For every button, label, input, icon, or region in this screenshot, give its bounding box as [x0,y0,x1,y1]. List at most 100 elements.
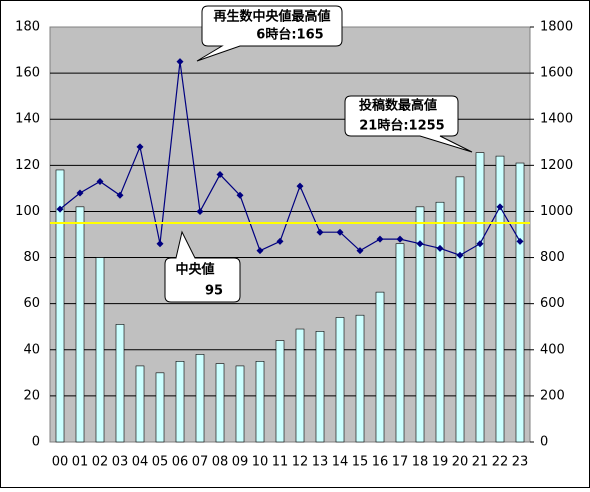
marker [156,240,164,248]
bar [495,155,505,443]
marker [276,237,284,245]
x-tick-label: 06 [172,455,189,470]
x-tick-label: 18 [412,455,429,470]
marker [76,189,84,197]
bar [195,354,205,443]
y2-tick-label: 400 [540,342,565,357]
callout-shape [344,95,473,153]
y-tick-label: 20 [23,388,40,403]
y-tick-label: 100 [15,204,40,219]
callout: 再生数中央値最高値 6時台:165 [196,5,343,62]
y-tick-label: 180 [15,20,40,35]
y2-tick-label: 200 [540,388,565,403]
marker [136,143,144,151]
x-tick-label: 22 [492,455,509,470]
marker [56,205,64,213]
bar [515,162,525,443]
x-tick-label: 04 [132,455,149,470]
marker [176,58,184,66]
bar [155,372,165,443]
x-tick-label: 05 [152,455,169,470]
x-tick-label: 03 [112,455,129,470]
marker [376,235,384,243]
bar [415,206,425,443]
line [59,61,521,256]
bar [115,324,125,443]
annotation-text: 6時台:165 [256,27,323,43]
marker [116,191,124,199]
marker [396,235,404,243]
bar [55,169,65,443]
bar [315,331,325,443]
bar [135,365,145,443]
bar [395,243,405,443]
x-tick-label: 14 [332,455,349,470]
x-tick-label: 20 [452,455,469,470]
callout-shape [196,5,343,62]
marker [336,228,344,236]
y-tick-label: 140 [15,112,40,127]
x-tick-label: 13 [312,455,329,470]
marker [476,240,484,248]
y-tick-label: 40 [23,342,40,357]
bar [295,328,305,443]
x-tick-label: 00 [52,455,69,470]
x-tick-label: 07 [192,455,209,470]
x-tick-label: 09 [232,455,249,470]
x-tick-label: 11 [272,455,289,470]
annotation-text: 投稿数最高値 [359,98,437,114]
bar [455,176,465,443]
marker [196,207,204,215]
marker [456,251,464,259]
x-tick-label: 08 [212,455,229,470]
bar [435,201,445,443]
x-tick-label: 02 [92,455,109,470]
bar [475,152,485,443]
marker [216,171,224,179]
y2-tick-label: 1400 [540,112,573,127]
marker [316,228,324,236]
y2-tick-label: 600 [540,296,565,311]
y2-tick-label: 800 [540,250,565,265]
x-tick-label: 23 [512,455,529,470]
marker [496,203,504,211]
y-tick-label: 60 [23,296,40,311]
marker [256,247,264,255]
y-tick-label: 80 [23,250,40,265]
y-tick-label: 0 [32,435,40,450]
y2-tick-label: 1200 [540,158,573,173]
callout: 中央値 95 [164,230,241,303]
annotation-text: 95 [205,284,223,299]
bar [375,291,385,443]
x-tick-label: 01 [72,455,89,470]
marker [416,240,424,248]
marker [296,182,304,190]
y2-tick-label: 1600 [540,66,573,81]
x-tick-label: 10 [252,455,269,470]
x-tick-label: 12 [292,455,309,470]
bar [215,363,225,443]
y2-tick-label: 1000 [540,204,573,219]
x-tick-label: 19 [432,455,449,470]
y-tick-label: 160 [15,66,40,81]
y2-tick-label: 1800 [540,20,573,35]
x-tick-label: 21 [472,455,489,470]
x-tick-label: 17 [392,455,409,470]
bar [95,257,105,443]
bar [335,317,345,443]
annotation-text: 再生数中央値最高値 [213,9,330,25]
bar [255,361,265,443]
bar [235,365,245,443]
y-tick-label: 120 [15,158,40,173]
marker [96,177,104,185]
marker [436,244,444,252]
bar [275,340,285,443]
x-tick-label: 15 [352,455,369,470]
bar [175,361,185,443]
annotation-text: 中央値 [175,262,214,278]
x-tick-label: 16 [372,455,389,470]
bar [355,314,365,443]
callout: 投稿数最高値 21時台:1255 [344,95,473,153]
annotation-text: 21時台:1255 [359,118,444,134]
